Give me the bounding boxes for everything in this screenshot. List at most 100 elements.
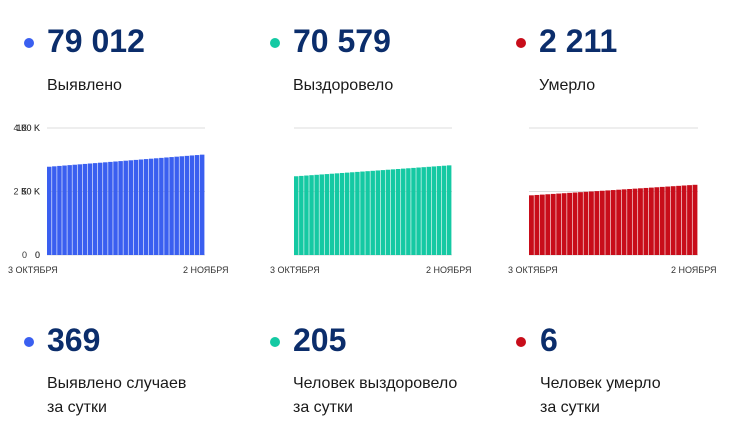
y-tick-label: 0	[35, 250, 40, 260]
daily-recovered-value: 205	[293, 322, 347, 358]
bar	[411, 167, 416, 255]
bar	[360, 171, 365, 255]
recovered-total-label: Выздоровело	[293, 77, 394, 94]
bar	[643, 187, 649, 255]
bar	[659, 186, 665, 255]
bar	[375, 170, 381, 255]
bar	[108, 161, 113, 255]
bar	[431, 166, 437, 255]
y-tick-label: 100 K	[16, 123, 40, 133]
bar	[154, 158, 159, 255]
x-tick-label: 2 НОЯБРЯ	[183, 265, 229, 275]
bar	[189, 155, 195, 255]
x-tick-label: 3 ОКТЯБРЯ	[270, 265, 320, 275]
bar	[370, 170, 375, 255]
bar	[314, 174, 319, 255]
bar	[599, 190, 605, 255]
bar	[421, 167, 426, 255]
bar	[539, 194, 545, 255]
bar	[47, 166, 52, 255]
x-tick-label: 3 ОКТЯБРЯ	[8, 265, 58, 275]
bar	[194, 155, 200, 255]
x-tick-label: 2 НОЯБРЯ	[671, 265, 717, 275]
bar	[572, 192, 578, 255]
bar	[128, 160, 134, 255]
daily-detected-label-line1: Выявлено случаев	[47, 375, 187, 392]
bar	[616, 189, 622, 255]
blue-dot-icon	[24, 337, 34, 347]
bar	[534, 194, 540, 255]
bar	[339, 172, 345, 255]
bar	[621, 189, 627, 255]
bar	[545, 194, 551, 255]
bar	[350, 172, 355, 255]
bar	[583, 191, 589, 255]
bar	[304, 175, 309, 255]
detected-total-value: 79 012	[47, 23, 145, 59]
died-total-label: Умерло	[539, 77, 596, 94]
bar	[648, 187, 654, 255]
bar	[610, 190, 616, 255]
bar	[654, 187, 660, 255]
bar	[77, 164, 83, 255]
bar	[103, 162, 108, 255]
bar	[169, 157, 174, 255]
bar	[390, 169, 396, 255]
bar	[446, 165, 452, 255]
bar	[62, 165, 67, 255]
bar	[329, 173, 335, 255]
bar	[605, 190, 611, 255]
daily-recovered-label-line2: за сутки	[293, 399, 353, 416]
bar	[638, 188, 643, 255]
bar	[436, 166, 442, 255]
bar	[159, 157, 164, 255]
bar	[556, 193, 562, 255]
bar	[334, 173, 340, 255]
bar	[676, 185, 682, 255]
bar	[57, 165, 62, 255]
bar	[118, 161, 123, 255]
x-tick-label: 2 НОЯБРЯ	[426, 265, 472, 275]
bar	[594, 191, 600, 255]
bar	[416, 167, 421, 255]
bar	[52, 166, 57, 255]
bar	[426, 166, 432, 255]
bar	[529, 195, 534, 255]
bar	[380, 170, 386, 255]
bar	[319, 174, 324, 255]
bar	[199, 154, 205, 255]
bar	[441, 165, 447, 255]
daily-detected-value: 369	[47, 322, 101, 358]
bar	[92, 163, 98, 255]
bar	[324, 174, 330, 255]
bar	[164, 157, 169, 255]
bar	[299, 175, 304, 255]
bar	[385, 169, 391, 255]
bar	[123, 160, 128, 255]
bar	[670, 186, 676, 255]
died-total-value: 2 211	[539, 23, 618, 59]
bar	[143, 159, 149, 255]
bar	[113, 161, 118, 255]
bar	[72, 164, 77, 255]
daily-detected-label-line2: за сутки	[47, 399, 107, 416]
bar	[87, 163, 93, 255]
daily-died-label-line1: Человек умерло	[540, 375, 661, 392]
daily-died-label-line2: за сутки	[540, 399, 600, 416]
bar	[97, 162, 103, 255]
bar	[133, 159, 139, 255]
bar	[355, 171, 360, 255]
y-tick-label: 100 K	[16, 123, 40, 133]
blue-dot-icon	[24, 38, 34, 48]
teal-dot-icon	[270, 38, 280, 48]
red-dot-icon	[516, 337, 526, 347]
bar	[627, 189, 632, 255]
bar	[687, 185, 692, 255]
bar	[309, 175, 314, 255]
daily-recovered-label-line1: Человек выздоровело	[293, 375, 458, 392]
bar	[82, 163, 88, 255]
bar	[681, 185, 687, 255]
